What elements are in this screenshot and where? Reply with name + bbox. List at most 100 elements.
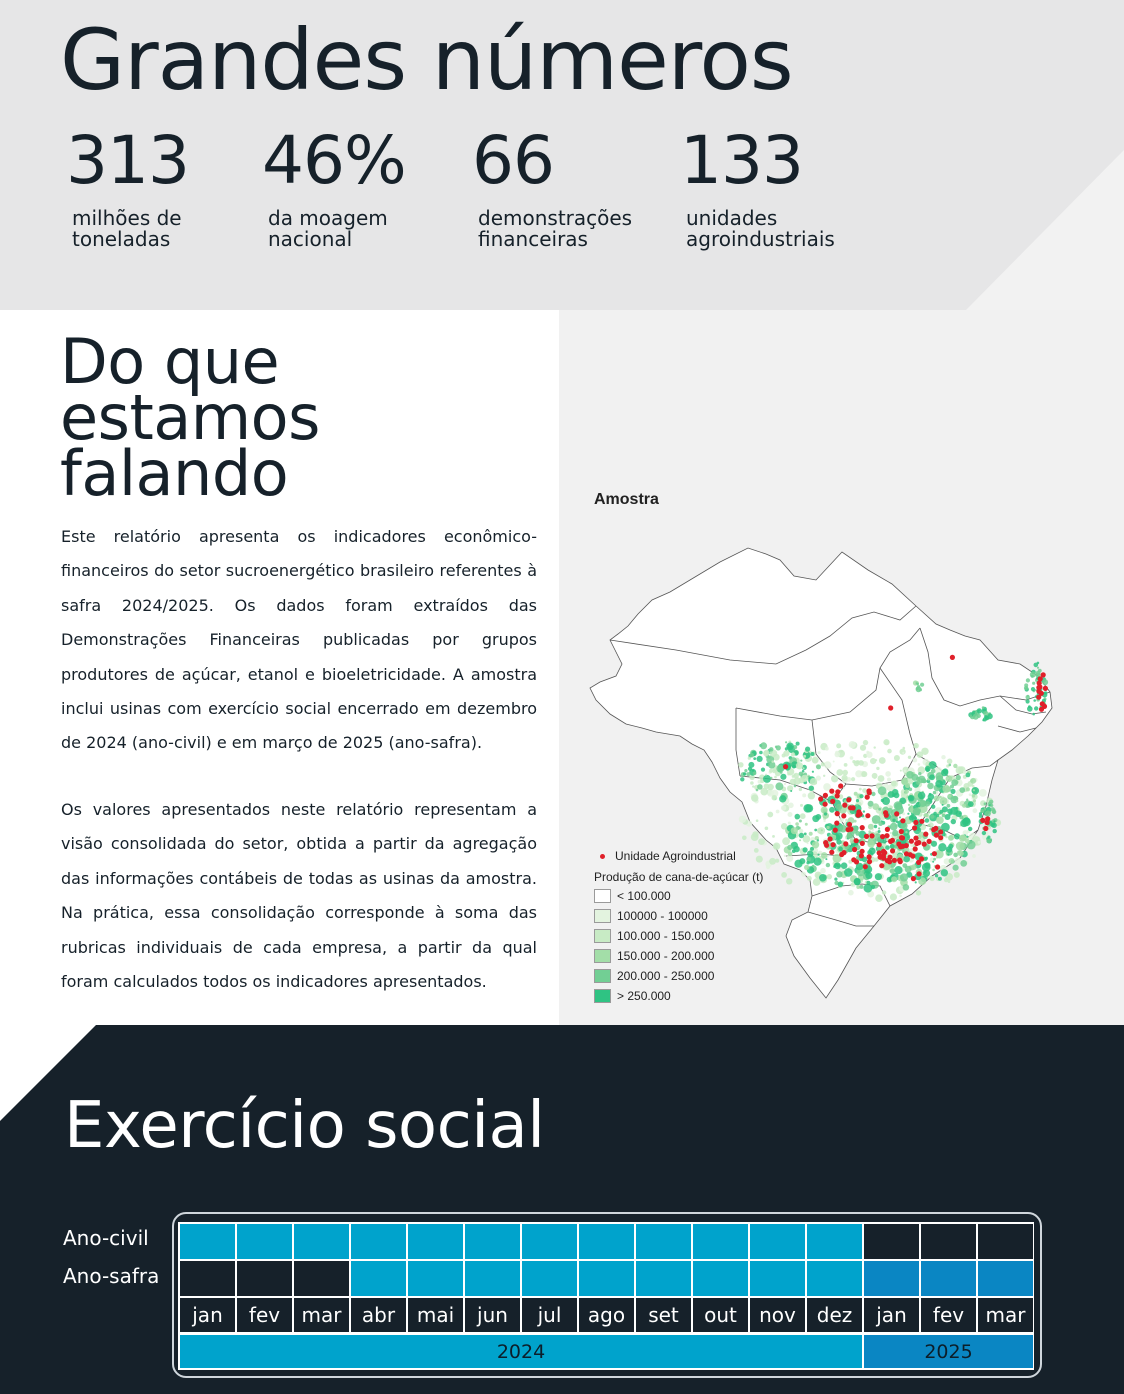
heat-cell (902, 777, 907, 782)
heat-cell (804, 822, 808, 826)
stat-number: 133 (680, 122, 804, 199)
unit-dot (838, 783, 844, 789)
heat-cell (932, 790, 937, 795)
month-label: mar (294, 1298, 349, 1332)
heat-cell (806, 842, 809, 845)
unit-dot (864, 794, 870, 800)
heat-cell (815, 775, 821, 781)
month-label: jun (465, 1298, 520, 1332)
heat-cell (789, 778, 797, 786)
heat-cell (874, 857, 879, 862)
ano-safra-cell (465, 1261, 520, 1296)
heat-cell (892, 829, 899, 837)
unit-dot (910, 876, 916, 882)
heat-cell (1026, 694, 1029, 697)
heat-cell (811, 757, 819, 764)
ano-safra-cell (864, 1261, 919, 1296)
unit-dot (908, 838, 914, 844)
heat-cell (923, 857, 928, 861)
heat-cell (867, 823, 874, 830)
heat-cell (866, 750, 870, 754)
heat-cell (834, 877, 838, 881)
heat-cell (970, 777, 977, 784)
heat-cell (787, 812, 793, 817)
heat-cell (903, 769, 907, 773)
heat-cell (991, 809, 997, 815)
heat-cell (859, 744, 867, 751)
heat-cell (825, 862, 831, 868)
ano-safra-cell (693, 1261, 748, 1296)
heat-cell (878, 827, 881, 830)
heat-cell (889, 868, 896, 874)
unit-dot (818, 796, 824, 802)
unit-dot (832, 827, 838, 833)
heat-cell (989, 799, 994, 804)
unit-dot (843, 841, 849, 847)
heat-cell (981, 706, 985, 709)
heat-cell (912, 757, 918, 763)
heat-cell (990, 804, 994, 807)
heat-cell (793, 784, 797, 788)
heat-cell (972, 713, 979, 720)
legend-item: 150.000 - 200.000 (594, 946, 763, 966)
heat-cell (944, 814, 951, 820)
heat-cell (974, 711, 978, 714)
legend-swatch (594, 929, 611, 943)
intro-paragraph: Este relatório apresenta os indicadores … (61, 527, 537, 753)
heat-cell (760, 787, 768, 796)
heat-cell (793, 745, 798, 750)
heat-cell (903, 846, 910, 853)
heat-cell (798, 828, 804, 834)
heat-cell (806, 875, 812, 881)
heat-cell (893, 801, 903, 810)
heat-cell (835, 750, 839, 755)
stat-number: 66 (472, 122, 555, 199)
ano-civil-cell (864, 1224, 919, 1259)
heat-cell (840, 750, 843, 753)
heat-cell (935, 772, 944, 781)
heat-cell (759, 750, 763, 755)
heat-cell (871, 815, 881, 824)
ano-civil-cell (465, 1224, 520, 1259)
heat-cell (907, 812, 910, 815)
heat-cell (934, 874, 939, 878)
unit-dot (931, 827, 937, 833)
heat-cell (738, 762, 744, 768)
legend-item: > 250.000 (594, 986, 763, 1006)
heat-cell (960, 860, 968, 867)
heat-cell (907, 803, 911, 807)
heat-cell (953, 763, 958, 769)
unit-dot (1038, 706, 1045, 712)
unit-dot (898, 835, 905, 841)
heat-cell (1033, 662, 1039, 668)
month-timeline: jan fev mar abr mai jun jul ago set out nov dez jan f… (178, 1222, 1034, 1370)
heat-cell (772, 835, 775, 838)
heat-cell (780, 773, 787, 780)
unit-dot (846, 797, 852, 803)
map-legend: Unidade Agroindustrial Produção de cana-… (594, 848, 763, 1006)
unit-dot (1040, 672, 1046, 678)
unit-dot (913, 835, 919, 841)
legend-item: 200.000 - 250.000 (594, 966, 763, 986)
heat-cell (943, 858, 950, 865)
heat-cell (980, 808, 985, 814)
heat-cell (767, 789, 774, 797)
unit-dot (881, 855, 887, 861)
heat-cell (803, 754, 807, 758)
heat-cell (806, 857, 811, 862)
unit-dot (919, 818, 925, 824)
heat-cell (823, 783, 831, 791)
heat-cell (819, 874, 827, 882)
heat-cell (826, 874, 832, 880)
unit-dot (876, 842, 882, 848)
heat-cell (1025, 699, 1030, 704)
unit-dot (891, 857, 897, 863)
heat-cell (916, 780, 921, 785)
heat-cell (946, 803, 951, 808)
heat-cell (855, 770, 863, 778)
heat-cell (866, 880, 871, 885)
legend-swatch (594, 989, 611, 1003)
heat-cell (763, 750, 769, 757)
heat-cell (981, 830, 987, 836)
ano-safra-cell (522, 1261, 577, 1296)
